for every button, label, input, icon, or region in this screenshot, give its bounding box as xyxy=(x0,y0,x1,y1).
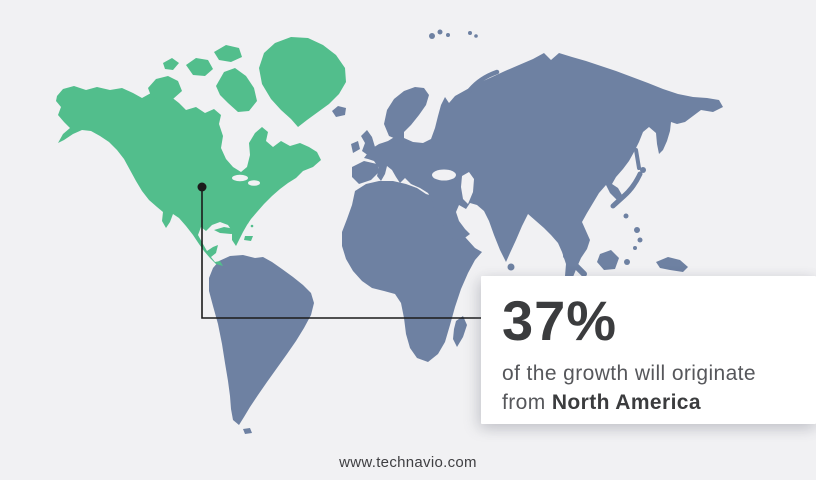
svalbard-island-shape xyxy=(446,33,450,37)
baffin-island-shape xyxy=(216,68,257,112)
scandinavia-shape xyxy=(384,87,429,139)
location-marker-dot xyxy=(197,182,207,192)
black-sea-shape xyxy=(432,169,456,181)
madagascar-shape xyxy=(453,316,467,347)
franz-josef-island-shape xyxy=(474,34,478,38)
sulawesi-shape xyxy=(624,259,630,265)
eurasia-shape xyxy=(364,53,723,283)
arctic-island-shape xyxy=(186,58,213,76)
bahamas-island-shape xyxy=(250,224,254,228)
svalbard-island-shape xyxy=(429,33,435,39)
north-america-mainland-shape xyxy=(56,86,321,266)
south-america-shape xyxy=(209,255,314,425)
stat-description-line1: of the growth will originate xyxy=(502,362,756,386)
sakhalin-shape xyxy=(634,148,641,170)
footer-url: www.technavio.com xyxy=(339,454,477,471)
arctic-island-shape xyxy=(163,58,179,70)
novaya-zemlya-shape xyxy=(467,69,500,93)
taiwan-shape xyxy=(623,213,629,219)
caspian-sea-shape xyxy=(461,172,474,204)
japan-arc-shape xyxy=(610,171,643,209)
map-region-rest-of-world xyxy=(209,29,723,434)
stat-callout-card: 37% of the growth will originate from No… xyxy=(481,276,816,424)
map-inland-seas xyxy=(232,169,474,204)
tierra-del-fuego-shape xyxy=(243,428,252,434)
borneo-shape xyxy=(597,250,619,270)
philippines-island-shape xyxy=(634,227,640,233)
great-lake-shape xyxy=(248,180,260,186)
stat-description-line2: from North America xyxy=(502,389,806,416)
great-lake-shape xyxy=(232,174,248,182)
sri-lanka-shape xyxy=(507,263,515,271)
map-region-north-america xyxy=(56,37,346,266)
greenland-shape xyxy=(259,37,346,127)
philippines-island-shape xyxy=(637,237,643,243)
philippines-island-shape xyxy=(633,246,637,250)
bahamas-island-shape xyxy=(245,220,249,224)
ireland-shape xyxy=(351,141,360,153)
stat-region-name: North America xyxy=(551,391,701,415)
connector-line xyxy=(201,187,481,319)
hokkaido-shape xyxy=(640,167,646,173)
ellesmere-island-shape xyxy=(214,45,242,62)
cuba-shape xyxy=(214,227,241,234)
franz-josef-island-shape xyxy=(468,31,472,35)
iceland-shape xyxy=(332,106,346,117)
sumatra-shape xyxy=(563,253,587,277)
map-marker-connector xyxy=(197,182,481,319)
iberia-shape xyxy=(352,161,380,184)
map-island-arcs xyxy=(467,69,643,277)
britain-shape xyxy=(361,130,375,156)
stat-value: 37% xyxy=(502,289,618,352)
new-guinea-shape xyxy=(656,257,688,272)
arctic-island-shape xyxy=(148,76,182,100)
svalbard-island-shape xyxy=(437,29,443,35)
hispaniola-shape xyxy=(244,236,253,241)
stat-description-prefix: from xyxy=(502,391,552,415)
